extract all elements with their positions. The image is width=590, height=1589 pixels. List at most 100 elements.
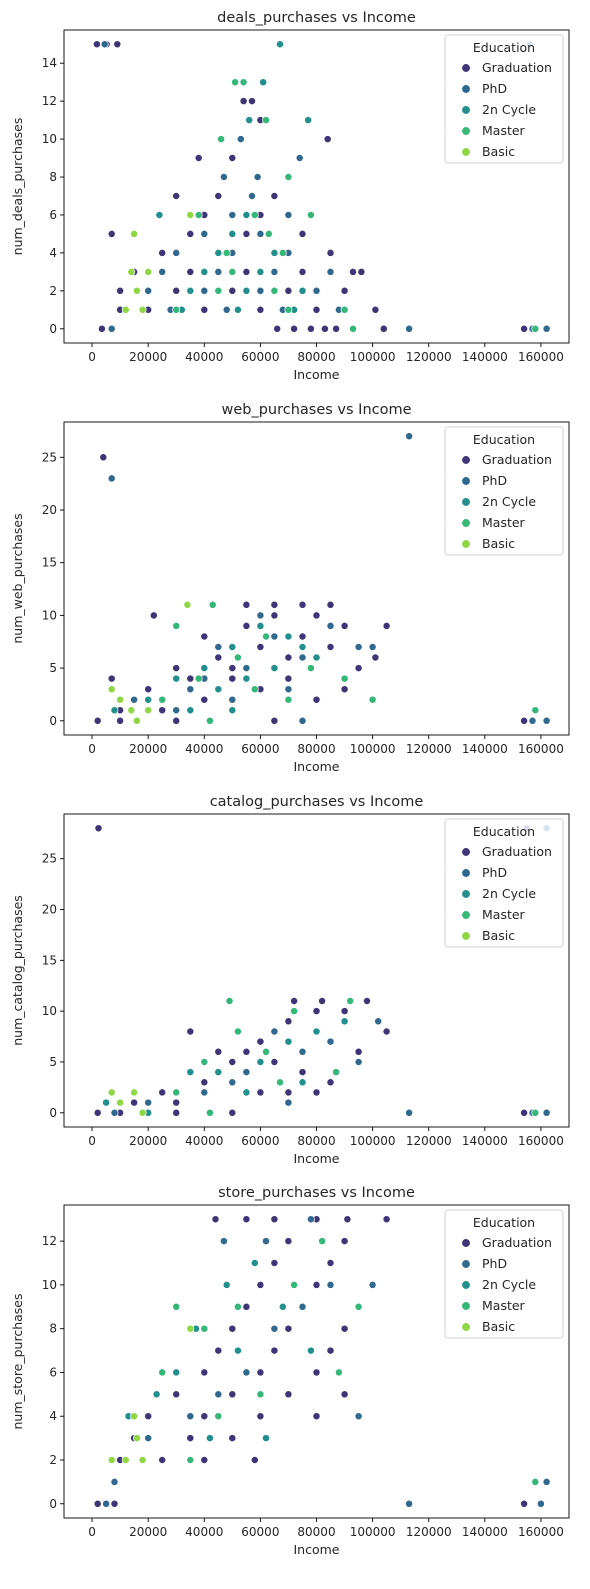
data-point bbox=[306, 664, 315, 673]
data-point bbox=[172, 192, 181, 200]
legend: Education Graduation PhD 2n Cycle Master Basi… bbox=[444, 1209, 564, 1339]
data-point bbox=[368, 643, 377, 651]
data-point bbox=[405, 1499, 414, 1508]
data-point bbox=[284, 1390, 293, 1399]
data-point bbox=[127, 267, 136, 276]
data-point bbox=[256, 267, 265, 276]
data-point bbox=[284, 211, 293, 219]
x-tick-label: 120000 bbox=[406, 350, 452, 364]
data-point bbox=[295, 154, 304, 162]
data-point bbox=[349, 267, 357, 276]
data-point bbox=[326, 1346, 335, 1355]
data-point bbox=[158, 695, 167, 704]
x-axis-label: Income bbox=[294, 1151, 340, 1166]
data-point bbox=[107, 474, 116, 483]
data-point bbox=[343, 1215, 352, 1224]
data-point bbox=[110, 1499, 119, 1508]
x-tick-label: 120000 bbox=[406, 1525, 452, 1539]
data-point bbox=[242, 664, 251, 673]
data-point bbox=[298, 716, 307, 725]
data-point bbox=[405, 1108, 414, 1117]
y-tick-label: 20 bbox=[42, 903, 57, 917]
data-point bbox=[270, 1346, 279, 1355]
data-point bbox=[298, 286, 307, 295]
data-point bbox=[228, 1108, 237, 1117]
data-point bbox=[354, 664, 363, 673]
data-point bbox=[270, 248, 279, 257]
data-point bbox=[256, 611, 265, 620]
legend-label: Graduation bbox=[482, 844, 552, 859]
data-point bbox=[107, 229, 116, 238]
legend-title: Education bbox=[473, 432, 535, 447]
data-point bbox=[130, 695, 139, 704]
data-point bbox=[340, 621, 349, 630]
data-point bbox=[242, 1068, 251, 1077]
data-point bbox=[155, 211, 164, 219]
data-point bbox=[256, 286, 265, 295]
data-point bbox=[200, 267, 209, 276]
data-point bbox=[183, 600, 192, 609]
data-point bbox=[284, 286, 293, 295]
data-point bbox=[100, 40, 109, 49]
legend-label: Basic bbox=[482, 536, 515, 551]
data-point bbox=[250, 1456, 259, 1464]
legend-marker bbox=[461, 497, 471, 507]
data-point bbox=[158, 267, 167, 276]
data-point bbox=[298, 1047, 307, 1056]
y-tick-label: 0 bbox=[49, 322, 57, 336]
legend-label: Graduation bbox=[482, 452, 552, 467]
data-point bbox=[144, 685, 153, 694]
data-point bbox=[284, 1017, 293, 1026]
data-point bbox=[158, 1456, 167, 1464]
data-point bbox=[312, 1088, 321, 1097]
data-point bbox=[284, 695, 293, 704]
data-point bbox=[326, 621, 335, 630]
data-points bbox=[92, 40, 551, 333]
data-point bbox=[298, 1302, 307, 1311]
data-point bbox=[93, 716, 102, 725]
data-point bbox=[228, 229, 237, 238]
data-point bbox=[233, 1346, 242, 1355]
data-point bbox=[116, 716, 125, 725]
data-point bbox=[132, 716, 141, 725]
x-tick-label: 120000 bbox=[406, 742, 452, 756]
legend-label: Master bbox=[482, 1298, 526, 1313]
data-point bbox=[110, 1477, 119, 1486]
data-point bbox=[93, 1108, 102, 1117]
data-point bbox=[208, 600, 217, 609]
data-point bbox=[318, 1237, 327, 1246]
data-point bbox=[186, 1027, 195, 1036]
data-point bbox=[270, 664, 279, 673]
y-tick-label: 5 bbox=[49, 661, 57, 675]
chart-1: deals_purchases vs Income 0 20000 40000 6000… bbox=[10, 10, 570, 382]
data-point bbox=[200, 1456, 209, 1464]
data-point bbox=[354, 643, 363, 651]
data-point bbox=[250, 211, 259, 219]
data-point bbox=[298, 1078, 307, 1087]
y-tick-label: 10 bbox=[42, 608, 57, 622]
data-point bbox=[326, 1037, 335, 1046]
legend-label: PhD bbox=[482, 473, 507, 488]
data-point bbox=[312, 286, 321, 295]
data-point bbox=[312, 1368, 321, 1377]
data-point bbox=[94, 824, 103, 833]
data-point bbox=[186, 706, 195, 715]
legend-marker bbox=[461, 455, 471, 465]
data-point bbox=[107, 1088, 116, 1097]
data-point bbox=[262, 1047, 270, 1056]
data-point bbox=[228, 664, 237, 673]
data-point bbox=[354, 1412, 363, 1421]
data-point bbox=[219, 173, 228, 181]
data-point bbox=[284, 305, 293, 314]
data-point bbox=[256, 1390, 265, 1399]
data-point bbox=[233, 305, 242, 314]
x-tick-label: 20000 bbox=[129, 742, 167, 756]
data-point bbox=[256, 1058, 265, 1066]
data-point bbox=[290, 324, 299, 333]
data-point bbox=[354, 1302, 363, 1311]
data-point bbox=[144, 267, 153, 276]
data-point bbox=[107, 674, 116, 683]
data-point bbox=[290, 1007, 299, 1016]
data-point bbox=[242, 1368, 251, 1377]
legend-marker bbox=[461, 1280, 471, 1290]
